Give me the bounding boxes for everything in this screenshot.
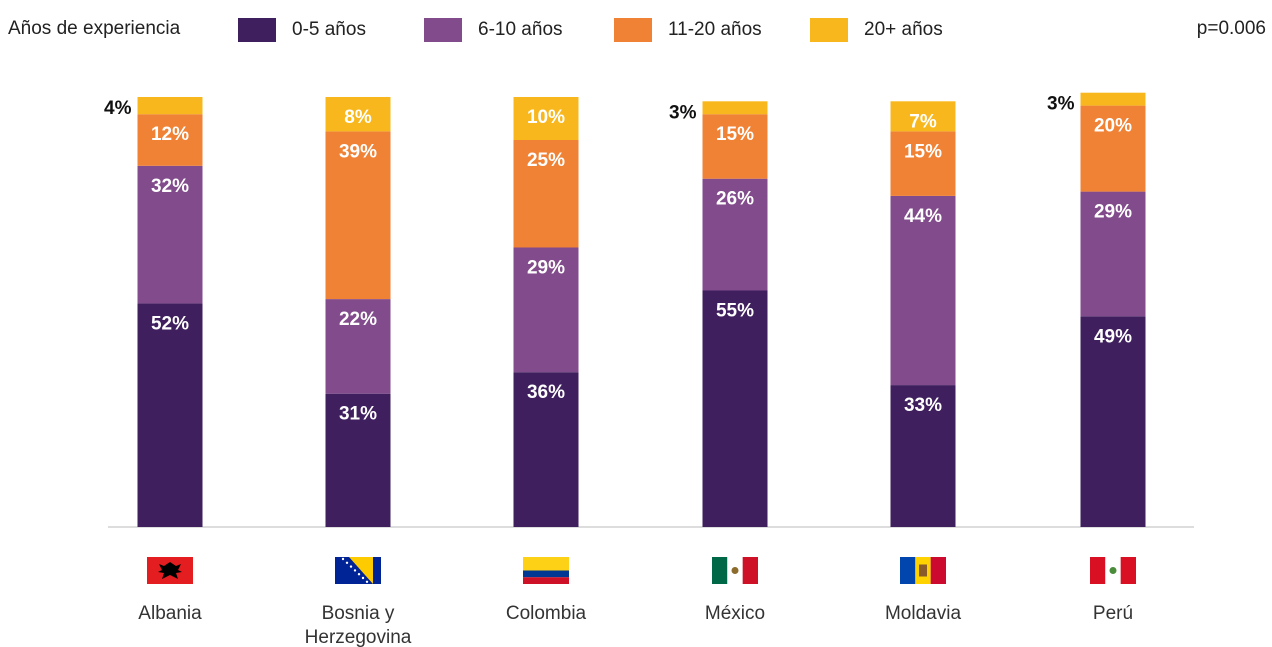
data-label: 29% xyxy=(527,258,565,279)
data-label: 8% xyxy=(344,107,372,128)
category-label: Colombia xyxy=(506,603,587,624)
bar-segment xyxy=(137,303,203,527)
legend-item-6-10: 6-10 años xyxy=(424,16,563,44)
bar-segment xyxy=(1080,316,1146,527)
legend-label-11-20: 11-20 años xyxy=(668,19,762,40)
data-label: 12% xyxy=(151,124,189,145)
data-label: 55% xyxy=(716,301,754,322)
data-label: 7% xyxy=(909,111,937,132)
legend-label-0-5: 0-5 años xyxy=(292,19,366,40)
bar-segment xyxy=(513,247,579,373)
bar-segment xyxy=(890,131,956,196)
data-label: 31% xyxy=(339,404,377,425)
data-label: 44% xyxy=(904,206,942,227)
bar-segment xyxy=(1080,92,1146,106)
bar-segment xyxy=(890,195,956,386)
legend-swatch-6-10 xyxy=(424,18,462,42)
bar-segment xyxy=(137,114,203,166)
bar-segment xyxy=(702,178,768,291)
bar-stack: 55% 26% 15% 3% xyxy=(669,101,768,527)
data-label: 10% xyxy=(527,107,565,128)
legend-item-0-5: 0-5 años xyxy=(238,16,366,44)
category-label: México xyxy=(705,603,765,624)
data-label: 15% xyxy=(904,141,942,162)
bosnia-flag-icon xyxy=(335,557,381,584)
data-label: 3% xyxy=(669,102,697,123)
legend-swatch-11-20 xyxy=(614,18,652,42)
moldova-flag-icon xyxy=(900,557,946,584)
bar-segment xyxy=(325,299,391,394)
data-label: 20% xyxy=(1094,116,1132,137)
bar-segment xyxy=(702,101,768,115)
bar-segment xyxy=(1080,105,1146,192)
p-value: p=0.006 xyxy=(1196,18,1266,39)
data-label: 33% xyxy=(904,395,942,416)
bar-segment xyxy=(702,114,768,179)
data-label: 3% xyxy=(1047,94,1075,115)
category-label: Perú xyxy=(1093,603,1133,624)
bar-segment xyxy=(513,372,579,527)
colombia-flag-icon xyxy=(523,557,569,584)
bar-segment xyxy=(325,97,391,132)
bar-segment xyxy=(1080,191,1146,317)
legend-swatch-0-5 xyxy=(238,18,276,42)
category-label: Herzegovina xyxy=(305,627,412,647)
bar-segment xyxy=(702,290,768,527)
bar-segment xyxy=(325,393,391,527)
category-label: Albania xyxy=(138,603,202,624)
peru-flag-icon xyxy=(1090,557,1136,584)
legend-label-20-plus: 20+ años xyxy=(864,19,943,40)
bar-segment xyxy=(890,101,956,132)
data-label: 22% xyxy=(339,309,377,330)
data-label: 26% xyxy=(716,189,754,210)
legend-swatch-20-plus xyxy=(810,18,848,42)
data-label: 32% xyxy=(151,176,189,197)
data-label: 25% xyxy=(527,150,565,171)
legend-title: Años de experiencia xyxy=(8,18,181,39)
mexico-flag-icon xyxy=(712,557,758,584)
bar-stack: 36% 29% 25% 10% xyxy=(513,97,579,527)
bar-stack: 52% 32% 12% 4% xyxy=(104,97,203,527)
legend-label-6-10: 6-10 años xyxy=(478,19,563,40)
bar-segment xyxy=(513,97,579,140)
data-label: 15% xyxy=(716,124,754,145)
data-label: 36% xyxy=(527,382,565,403)
data-label: 39% xyxy=(339,141,377,162)
bar-segment xyxy=(890,385,956,527)
category-label: Moldavia xyxy=(885,603,961,624)
albania-flag-icon xyxy=(147,557,193,584)
bar-segment xyxy=(325,131,391,300)
legend-item-11-20: 11-20 años xyxy=(614,16,762,44)
data-label: 29% xyxy=(1094,202,1132,223)
data-label: 52% xyxy=(151,313,189,334)
data-label: 49% xyxy=(1094,326,1132,347)
bar-segment xyxy=(137,165,203,304)
bar-stack: 31% 22% 39% 8% xyxy=(325,97,391,527)
data-label: 4% xyxy=(104,98,132,119)
bar-stack: 49% 29% 20% 3% xyxy=(1047,92,1146,527)
category-label: Bosnia y xyxy=(322,603,395,624)
bar-stack: 33% 44% 15% 7% xyxy=(890,101,956,527)
bar-segment xyxy=(137,97,203,115)
legend-item-20-plus: 20+ años xyxy=(810,16,943,44)
legend: Años de experiencia 0-5 años 6-10 años 1… xyxy=(0,0,1272,60)
bar-segment xyxy=(513,140,579,248)
